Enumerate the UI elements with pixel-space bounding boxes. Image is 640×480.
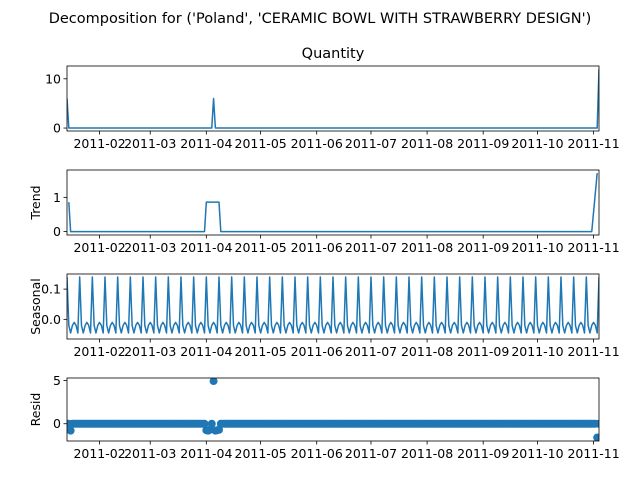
- x-tick-label: 2011-09: [457, 344, 509, 359]
- x-tick-label: 2011-11: [567, 240, 619, 255]
- resid-point: [207, 419, 216, 428]
- x-tick-label: 2011-10: [511, 240, 563, 255]
- x-tick-label: 2011-08: [401, 446, 453, 461]
- x-tick-label: 2011-04: [180, 136, 232, 151]
- x-tick-label: 2011-11: [567, 136, 619, 151]
- plot-area: [67, 276, 599, 334]
- x-tick-label: 2011-05: [235, 240, 287, 255]
- x-tick-label: 2011-10: [511, 446, 563, 461]
- x-tick-label: 2011-06: [291, 446, 343, 461]
- y-axis-label: Trend: [28, 185, 43, 220]
- y-tick-label: 1: [53, 190, 61, 205]
- axes-frame: [66, 377, 600, 442]
- y-tick-label: 10: [45, 71, 61, 86]
- series-line: [67, 68, 599, 129]
- x-tick-label: 2011-11: [567, 446, 619, 461]
- x-tick-label: 2011-10: [511, 136, 563, 151]
- axes-frame: [66, 169, 600, 236]
- plot-area: [68, 173, 598, 233]
- panel-title: Quantity: [302, 46, 365, 62]
- x-tick-label: 2011-02: [73, 136, 125, 151]
- resid-point: [200, 419, 209, 428]
- x-tick-label: 2011-09: [457, 446, 509, 461]
- x-tick-label: 2011-08: [401, 136, 453, 151]
- x-tick-label: 2011-05: [235, 446, 287, 461]
- resid-point: [595, 419, 599, 428]
- x-tick-label: 2011-02: [73, 446, 125, 461]
- x-tick-label: 2011-11: [567, 344, 619, 359]
- x-tick-label: 2011-07: [345, 446, 397, 461]
- x-tick-label: 2011-02: [73, 240, 125, 255]
- axes-frame: [66, 273, 600, 340]
- y-tick-label: 0: [53, 121, 61, 136]
- figure-suptitle: Decomposition for ('Poland', 'CERAMIC BO…: [49, 11, 592, 27]
- x-tick-label: 2011-07: [345, 344, 397, 359]
- y-axis-label: Resid: [28, 393, 43, 427]
- x-tick-label: 2011-03: [124, 446, 176, 461]
- plot-area: [67, 378, 599, 441]
- x-tick-label: 2011-07: [345, 136, 397, 151]
- x-tick-label: 2011-04: [180, 240, 232, 255]
- x-tick-label: 2011-04: [180, 446, 232, 461]
- x-tick-label: 2011-09: [457, 136, 509, 151]
- x-tick-label: 2011-10: [511, 344, 563, 359]
- x-tick-label: 2011-03: [124, 240, 176, 255]
- x-tick-label: 2011-05: [235, 344, 287, 359]
- axes-frame: [66, 65, 600, 132]
- y-tick-label: 5: [53, 373, 61, 388]
- y-tick-label: 0: [53, 416, 61, 431]
- y-tick-label: 0: [53, 224, 61, 239]
- x-tick-label: 2011-02: [73, 344, 125, 359]
- x-tick-label: 2011-03: [124, 136, 176, 151]
- y-axis-label: Seasonal: [28, 278, 43, 335]
- x-tick-label: 2011-06: [291, 344, 343, 359]
- resid-point: [593, 433, 599, 441]
- y-tick-label: 0.0: [41, 312, 61, 327]
- resid-point: [209, 378, 218, 386]
- x-tick-label: 2011-05: [235, 136, 287, 151]
- x-tick-label: 2011-06: [291, 240, 343, 255]
- x-tick-label: 2011-04: [180, 344, 232, 359]
- x-tick-label: 2011-08: [401, 240, 453, 255]
- series-line: [67, 276, 599, 334]
- x-tick-label: 2011-08: [401, 344, 453, 359]
- resid-point: [215, 425, 223, 434]
- y-tick-label: 0.1: [41, 282, 61, 297]
- x-tick-label: 2011-06: [291, 136, 343, 151]
- plot-area: [67, 68, 599, 129]
- x-tick-label: 2011-09: [457, 240, 509, 255]
- x-tick-label: 2011-03: [124, 344, 176, 359]
- series-line: [68, 173, 598, 233]
- resid-point: [67, 426, 75, 435]
- x-tick-label: 2011-07: [345, 240, 397, 255]
